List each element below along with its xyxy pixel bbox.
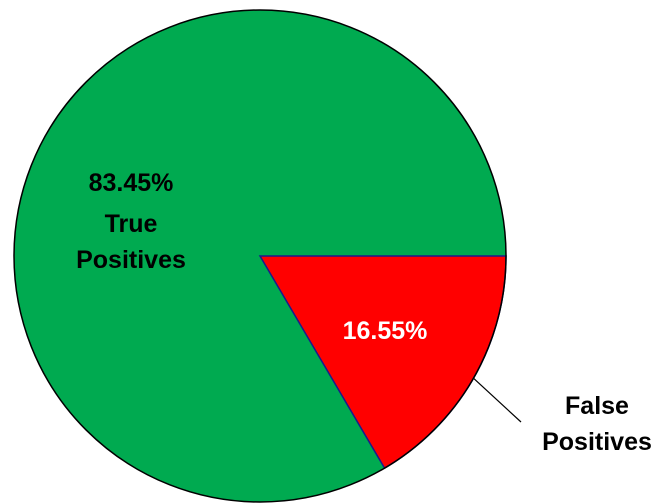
false-positives-name-line-2: Positives xyxy=(542,428,652,456)
pie-outline xyxy=(13,9,507,503)
true-positives-name-line-1: True xyxy=(105,210,158,238)
false-positives-leader-line xyxy=(473,377,522,423)
false-positives-name-line-1: False xyxy=(565,392,629,420)
true-positives-name-line-2: Positives xyxy=(76,246,186,274)
false-positives-value-label: 16.55% xyxy=(343,317,428,345)
true-positives-value-label: 83.45% xyxy=(89,169,174,197)
